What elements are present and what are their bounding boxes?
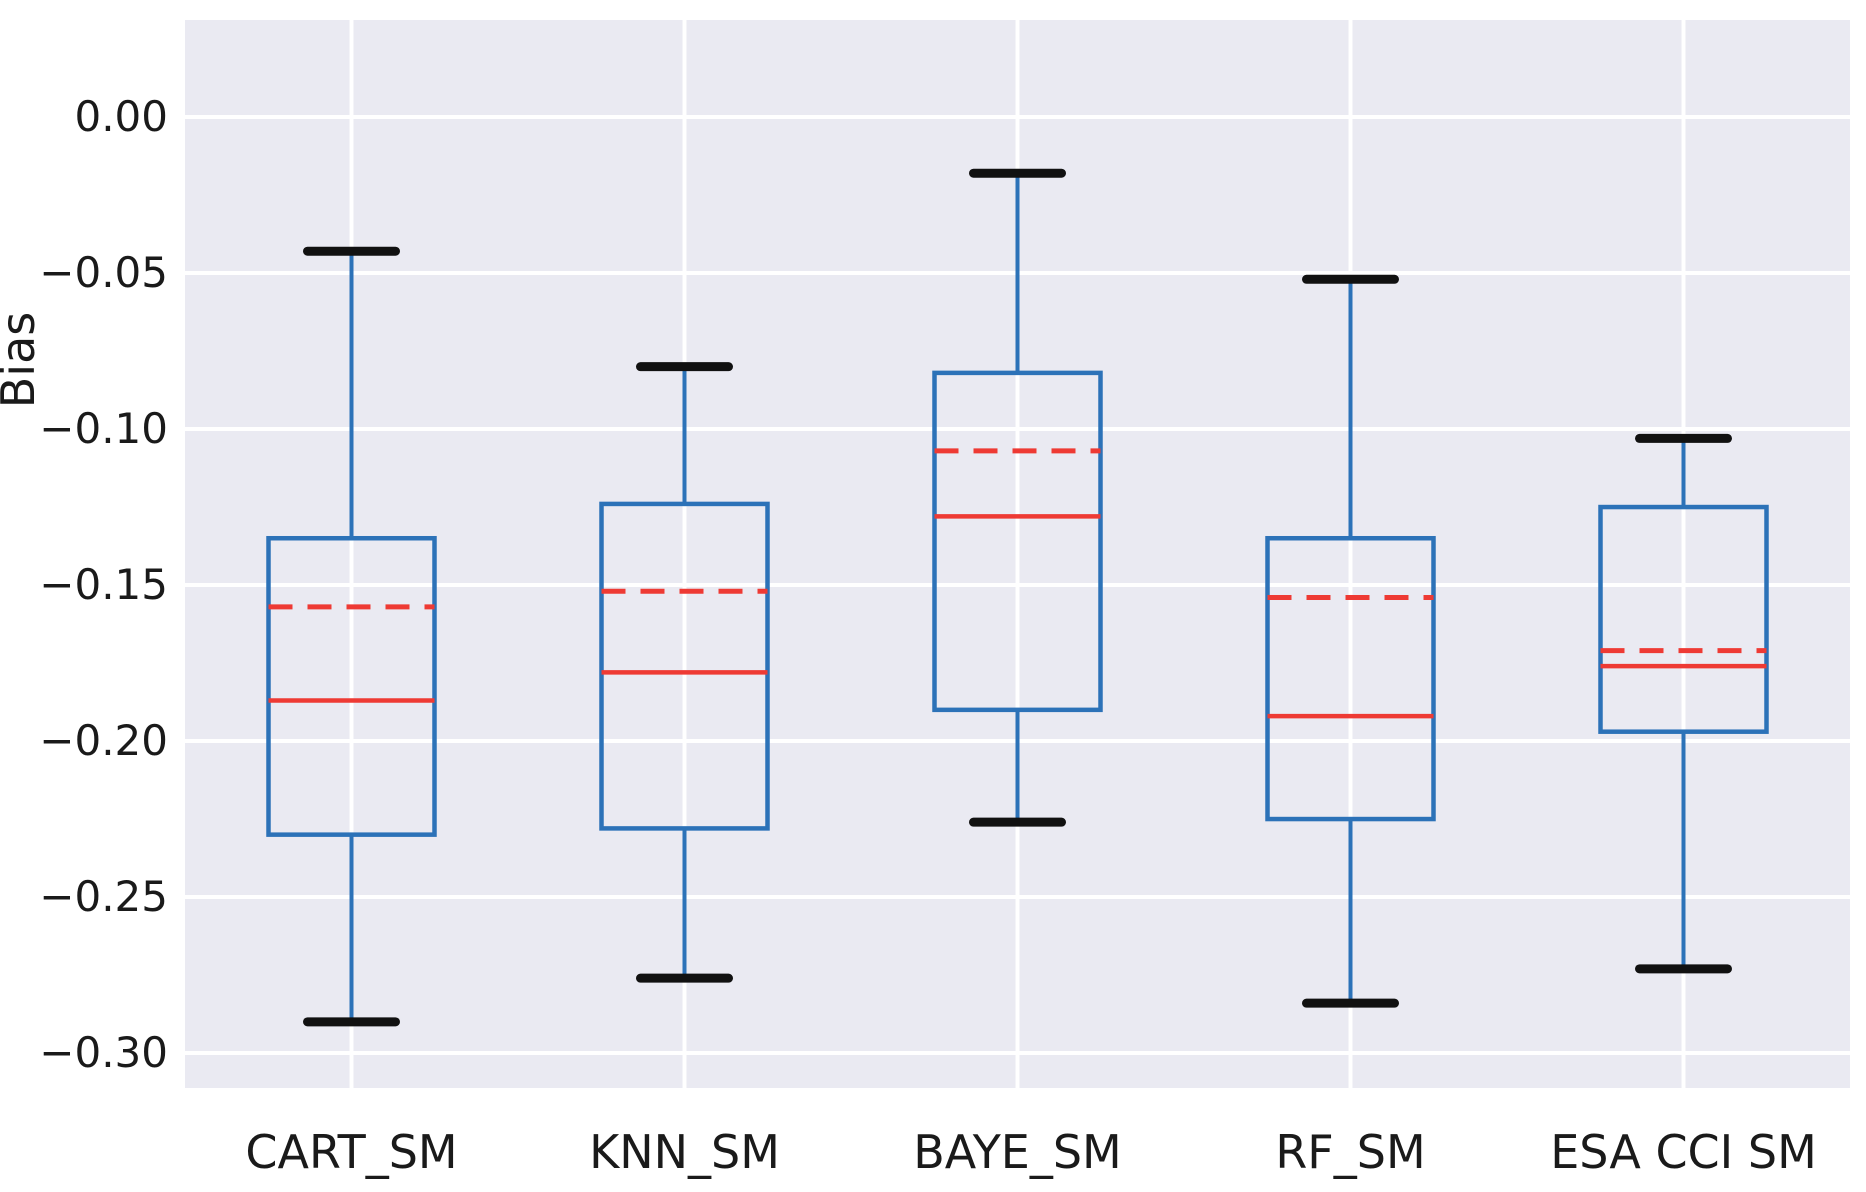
box-baye-sm (932, 168, 1103, 827)
y-tick-label: −0.10 (39, 404, 168, 453)
y-tick-label: −0.05 (39, 248, 168, 297)
x-tick-label-cart-sm: CART_SM (245, 1125, 457, 1179)
box-knn-sm (599, 362, 770, 983)
box-rf-sm (1265, 274, 1436, 1008)
x-tick-label-rf-sm: RF_SM (1275, 1125, 1425, 1179)
iqr-box (932, 370, 1103, 713)
y-tick-label: −0.15 (39, 560, 168, 609)
y-tick-label: −0.20 (39, 716, 168, 765)
x-tick-label-baye-sm: BAYE_SM (913, 1125, 1122, 1179)
y-tick-label: −0.25 (39, 872, 168, 921)
x-tick-label-knn-sm: KNN_SM (589, 1125, 780, 1179)
iqr-box (1265, 535, 1436, 822)
iqr-box (1598, 504, 1769, 734)
box-esa-cci-sm (1598, 433, 1769, 974)
box-cart-sm (266, 246, 437, 1027)
y-tick-label: −0.30 (39, 1028, 168, 1077)
iqr-box (266, 535, 437, 837)
x-tick-label-esa-cci-sm: ESA CCI SM (1550, 1125, 1817, 1179)
y-tick-label: 0.00 (74, 92, 168, 141)
iqr-box (599, 501, 770, 831)
y-axis-label: Bias (0, 312, 45, 409)
